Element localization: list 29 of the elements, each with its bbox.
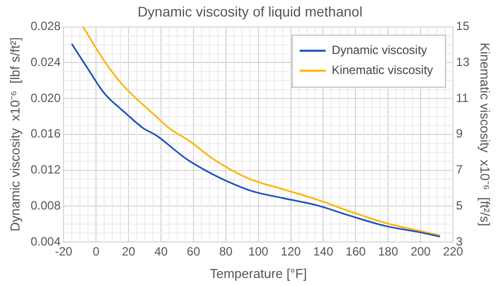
- x-tick-label: 180: [378, 244, 398, 259]
- x-tick-label: 100: [248, 244, 269, 259]
- y-tick-label: 0.016: [30, 126, 61, 141]
- y2-tick-label: 7: [456, 162, 464, 177]
- x-tick-label: 160: [346, 244, 366, 259]
- x-tick-label: 80: [219, 244, 233, 259]
- y-tick-label: 0.008: [30, 198, 61, 212]
- y-tick-label: 0.024: [30, 54, 61, 69]
- y-tick-label: 0.028: [30, 19, 61, 34]
- x-tick-label: 40: [154, 244, 168, 259]
- y2-tick-label: 13: [456, 54, 470, 69]
- y2-tick-label: 5: [456, 198, 464, 212]
- y2-tick-label: 9: [456, 126, 464, 141]
- x-tick-label: 20: [122, 244, 136, 259]
- y-tick-label: 0.020: [30, 90, 61, 105]
- y2-tick-label: 15: [456, 19, 470, 34]
- x-tick-label: 0: [92, 244, 100, 259]
- y2-axis-title: Kinematic viscosity x10⁻⁶ [ft²/s]: [478, 42, 493, 226]
- chart-title: Dynamic viscosity of liquid methanol: [138, 3, 362, 20]
- x-tick-label: 140: [313, 244, 334, 259]
- legend-label: Dynamic viscosity: [332, 43, 428, 58]
- legend-label: Kinematic viscosity: [332, 63, 434, 78]
- x-tick-label: 200: [410, 244, 431, 259]
- x-axis-title: Temperature [°F]: [210, 266, 307, 281]
- x-tick-label: 60: [186, 244, 200, 259]
- y-tick-label: 0.012: [30, 162, 61, 177]
- y2-tick-label: 11: [456, 90, 469, 105]
- x-tick-label: 120: [280, 244, 302, 259]
- y-axis-title: Dynamic viscosity x10⁻⁶ [lbf s/ft²]: [7, 37, 22, 232]
